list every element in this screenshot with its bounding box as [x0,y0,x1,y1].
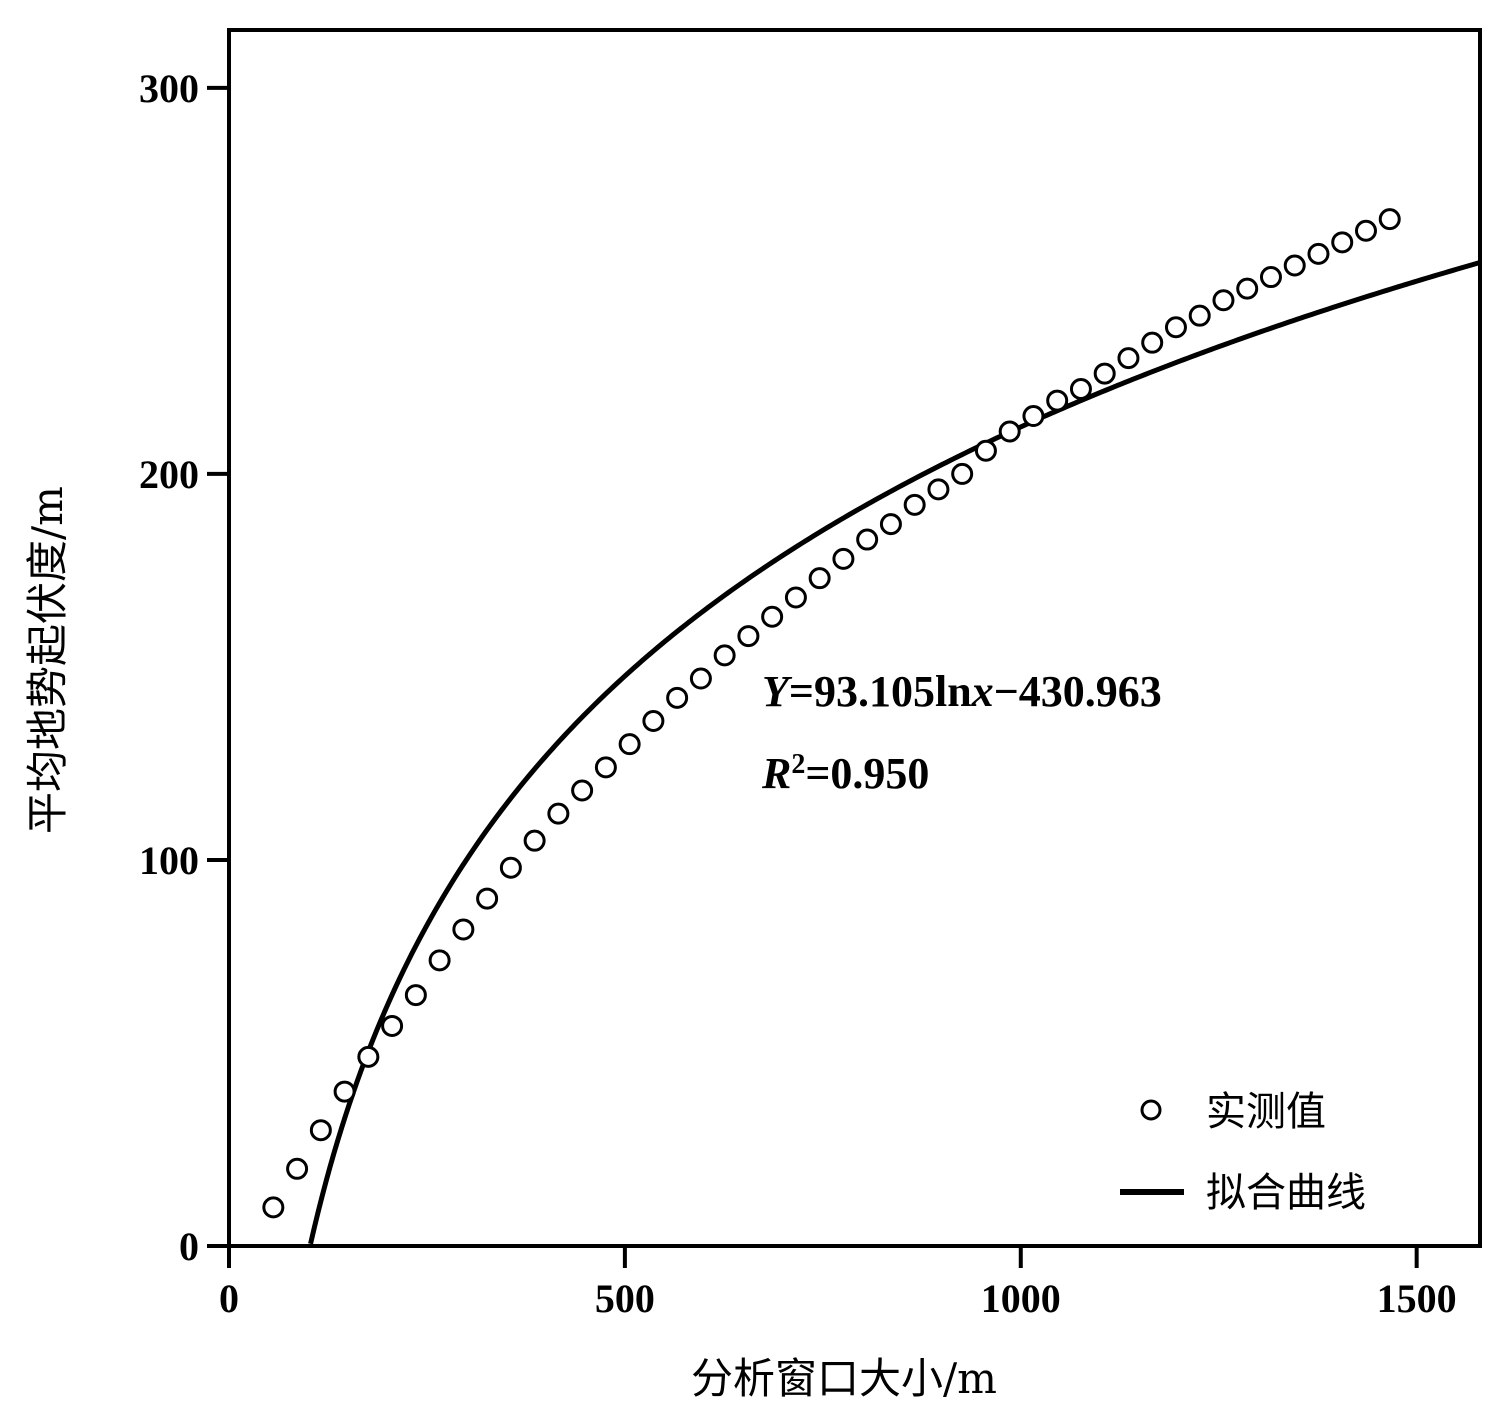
measured-points [262,208,1401,1219]
data-point [1141,331,1164,354]
fit-curve [308,260,1481,1245]
data-point [499,856,522,879]
data-point [879,513,902,536]
data-point [357,1045,380,1068]
data-point [737,625,760,648]
data-point [309,1119,332,1142]
x-tick-label: 1000 [981,1276,1061,1321]
legend-label-measured: 实测值 [1206,1089,1326,1135]
data-point [832,547,855,570]
data-point [1378,208,1401,231]
data-point [381,1014,404,1037]
data-point [951,462,974,485]
data-point [262,1196,285,1219]
annotation-part: Y [762,667,793,716]
data-point [974,439,997,462]
data-point [286,1157,309,1180]
annotation-part: =93.105ln [789,667,972,716]
data-point [1022,405,1045,428]
fit-curve-group [308,260,1481,1245]
plot-frame [227,28,1482,1248]
y-tick-label: 0 [179,1224,199,1269]
x-axis-ticks: 0 500 1000 1500 [219,1246,1457,1321]
data-point [784,586,807,609]
data-point [1331,231,1354,254]
data-point [404,984,427,1007]
annotation-part: x [971,667,994,716]
data-point [903,493,926,516]
data-point [523,829,546,852]
data-point [666,686,689,709]
data-point [689,667,712,690]
data-point [1188,304,1211,327]
data-point [618,733,641,756]
y-tick-label: 200 [139,452,199,497]
y-axis-title: 平均地势起伏度/m [23,486,72,834]
data-point [1236,277,1259,300]
data-point [856,528,879,551]
data-point [428,949,451,972]
x-tick-label: 500 [595,1276,655,1321]
data-point [713,644,736,667]
data-point [594,756,617,779]
data-point [333,1080,356,1103]
annotation-part: 2 [791,749,805,780]
data-point [1164,316,1187,339]
equation-annotations: Y=93.105lnx−430.963 R2=0.950 [761,667,1162,798]
data-point [808,567,831,590]
x-tick-label: 1500 [1377,1276,1457,1321]
data-point [761,605,784,628]
y-tick-label: 300 [139,66,199,111]
data-point [1093,362,1116,385]
data-point [571,779,594,802]
data-point [642,709,665,732]
y-axis-ticks: 0 100 200 300 [139,66,229,1269]
data-point [1307,242,1330,265]
data-point [452,918,475,941]
data-point [1046,389,1069,412]
legend-label-fit: 拟合曲线 [1206,1170,1366,1216]
data-point [1354,219,1377,242]
data-point [998,420,1021,443]
y-tick-label: 100 [139,838,199,883]
data-point [1069,378,1092,401]
data-point [927,478,950,501]
annotation-part: −430.963 [994,667,1162,716]
data-point [1117,347,1140,370]
annotation-line: Y=93.105lnx−430.963 [762,667,1162,716]
legend: 实测值 拟合曲线 [1120,1089,1366,1216]
legend-marker-measured [1140,1099,1162,1121]
data-point [1283,254,1306,277]
x-tick-label: 0 [219,1276,239,1321]
data-point [1212,289,1235,312]
data-point [547,802,570,825]
x-axis-title: 分析窗口大小/m [691,1354,997,1403]
data-point [476,887,499,910]
data-point [1259,266,1282,289]
annotation-part: =0.950 [805,749,929,798]
annotation-line: R2=0.950 [761,749,929,799]
annotation-part: R [761,749,791,798]
